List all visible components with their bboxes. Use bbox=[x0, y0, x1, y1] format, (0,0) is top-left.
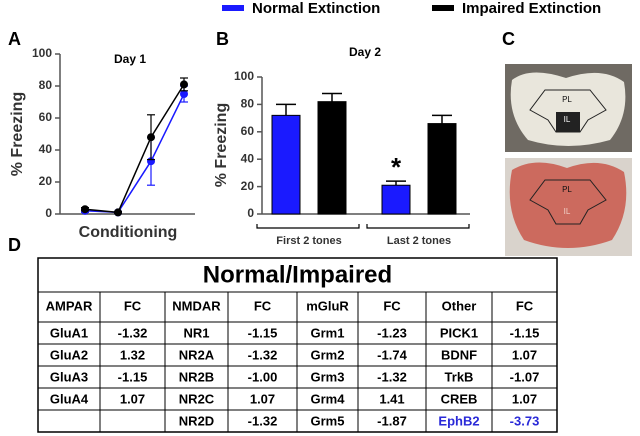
table-cell: NR2A bbox=[179, 347, 215, 362]
table-header: FC bbox=[124, 298, 142, 313]
region-label: PL bbox=[562, 95, 572, 104]
table-cell: NR1 bbox=[183, 325, 209, 340]
y-tick-label: 20 bbox=[39, 174, 53, 188]
table-cell: -1.15 bbox=[248, 325, 278, 340]
y-tick-label: 80 bbox=[241, 97, 255, 111]
table-cell: -1.07 bbox=[510, 369, 540, 384]
table-cell: 1.32 bbox=[120, 347, 145, 362]
y-tick-label: 100 bbox=[234, 69, 254, 83]
significance-marker: * bbox=[391, 152, 402, 182]
legend-swatch bbox=[432, 5, 454, 11]
panel-label: C bbox=[502, 29, 515, 49]
table-header: NMDAR bbox=[172, 298, 221, 313]
y-tick-label: 100 bbox=[32, 46, 52, 60]
brain-photos bbox=[505, 64, 632, 256]
table-cell: GluA4 bbox=[50, 391, 89, 406]
region-label: IL bbox=[564, 207, 571, 216]
table-cell: Grm5 bbox=[311, 413, 345, 428]
y-tick-label: 80 bbox=[39, 78, 53, 92]
table-cell: -1.87 bbox=[377, 413, 407, 428]
table-header: FC bbox=[254, 298, 272, 313]
brain-slice bbox=[509, 162, 627, 248]
table-cell: 1.07 bbox=[512, 391, 537, 406]
bar bbox=[381, 184, 411, 215]
table-cell: -1.32 bbox=[248, 413, 278, 428]
table-header: FC bbox=[516, 298, 534, 313]
panel-label: A bbox=[8, 29, 21, 49]
region-label: IL bbox=[564, 115, 571, 124]
data-point bbox=[81, 205, 89, 214]
table-cell: TrkB bbox=[445, 369, 474, 384]
table-cell: -1.74 bbox=[377, 347, 407, 362]
table-cell: -1.23 bbox=[377, 325, 407, 340]
y-tick-label: 0 bbox=[247, 206, 254, 220]
bar bbox=[271, 114, 301, 215]
table-cell: PICK1 bbox=[440, 325, 478, 340]
table-cell: 1.07 bbox=[512, 347, 537, 362]
table-header: mGluR bbox=[306, 298, 349, 313]
data-point bbox=[180, 90, 188, 98]
series-line bbox=[84, 84, 185, 214]
chart-title: Day 1 bbox=[114, 52, 146, 66]
table-cell: -1.32 bbox=[118, 325, 148, 340]
y-tick-label: 60 bbox=[241, 124, 255, 138]
table-cell: -1.32 bbox=[248, 347, 278, 362]
table-cell: 1.07 bbox=[120, 391, 145, 406]
panel-label: B bbox=[216, 29, 229, 49]
table-cell: NR2B bbox=[179, 369, 214, 384]
category-bracket bbox=[256, 224, 360, 229]
brain-slice bbox=[510, 72, 626, 146]
y-tick-label: 0 bbox=[45, 206, 52, 220]
legend-swatch bbox=[222, 5, 244, 11]
table-cell: -3.73 bbox=[510, 413, 540, 428]
table-cell: -1.32 bbox=[377, 369, 407, 384]
region-label: PL bbox=[562, 185, 572, 194]
y-axis-label: % Freezing bbox=[213, 103, 230, 187]
data-point bbox=[114, 208, 122, 217]
data-point bbox=[180, 80, 188, 89]
table-cell: Grm2 bbox=[311, 347, 345, 362]
x-tick-label: Last 2 tones bbox=[387, 235, 451, 247]
table-cell: Grm4 bbox=[311, 391, 346, 406]
table-cell: -1.00 bbox=[248, 369, 278, 384]
table-cell: NR2C bbox=[179, 391, 215, 406]
table-cell: 1.07 bbox=[250, 391, 275, 406]
legend-label: Impaired Extinction bbox=[462, 0, 601, 17]
table-title: Normal/Impaired bbox=[203, 261, 392, 288]
y-tick-label: 40 bbox=[39, 142, 53, 156]
table-header: AMPAR bbox=[46, 298, 93, 313]
x-tick-label: First 2 tones bbox=[276, 235, 341, 247]
table-header: FC bbox=[383, 298, 401, 313]
y-axis-label: % Freezing bbox=[9, 92, 26, 176]
y-tick-label: 20 bbox=[241, 179, 255, 193]
table-header: Other bbox=[442, 298, 477, 313]
il-region bbox=[556, 112, 580, 132]
region-outline bbox=[529, 179, 607, 225]
table-cell: -1.15 bbox=[118, 369, 148, 384]
table-cell: EphB2 bbox=[438, 413, 479, 428]
table-cell: GluA2 bbox=[50, 347, 88, 362]
y-tick-label: 60 bbox=[39, 110, 53, 124]
x-axis-label: Conditioning bbox=[79, 224, 178, 241]
table-cell: GluA1 bbox=[50, 325, 88, 340]
bar bbox=[317, 101, 347, 215]
table-cell: Grm1 bbox=[311, 325, 345, 340]
table-cell: -1.15 bbox=[510, 325, 540, 340]
table-cell: 1.41 bbox=[379, 391, 404, 406]
category-bracket bbox=[366, 224, 470, 229]
data-point bbox=[147, 133, 155, 142]
table-cell: Grm3 bbox=[311, 369, 345, 384]
table-cell: NR2D bbox=[179, 413, 214, 428]
panel-label: D bbox=[8, 235, 21, 255]
legend-label: Normal Extinction bbox=[252, 0, 380, 17]
table-cell: GluA3 bbox=[50, 369, 88, 384]
bar bbox=[427, 123, 457, 215]
y-tick-label: 40 bbox=[241, 151, 255, 165]
series-line bbox=[84, 93, 185, 214]
table-cell: BDNF bbox=[441, 347, 477, 362]
table-cell: CREB bbox=[441, 391, 478, 406]
chart-title: Day 2 bbox=[349, 45, 381, 59]
